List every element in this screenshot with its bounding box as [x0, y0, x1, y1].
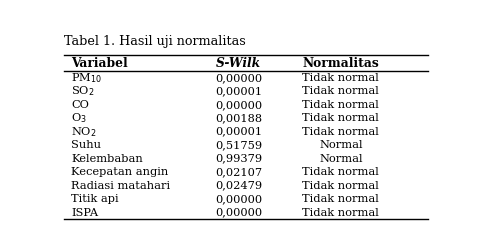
Text: 0,00001: 0,00001	[215, 127, 262, 137]
Text: O$_{3}$: O$_{3}$	[71, 111, 87, 125]
Text: Kelembaban: Kelembaban	[71, 154, 143, 164]
Text: Normal: Normal	[319, 140, 362, 150]
Text: Tidak normal: Tidak normal	[302, 127, 379, 137]
Text: 0,00188: 0,00188	[215, 113, 262, 123]
Text: Tabel 1. Hasil uji normalitas: Tabel 1. Hasil uji normalitas	[64, 35, 245, 48]
Text: 0,00000: 0,00000	[215, 73, 262, 83]
Text: Normal: Normal	[319, 154, 362, 164]
Text: Kecepatan angin: Kecepatan angin	[71, 167, 168, 177]
Text: Tidak normal: Tidak normal	[302, 73, 379, 83]
Text: Tidak normal: Tidak normal	[302, 181, 379, 191]
Text: Tidak normal: Tidak normal	[302, 86, 379, 96]
Text: Tidak normal: Tidak normal	[302, 113, 379, 123]
Text: 0,00000: 0,00000	[215, 194, 262, 204]
Text: 0,00001: 0,00001	[215, 86, 262, 96]
Text: Titik api: Titik api	[71, 194, 119, 204]
Text: 0,02479: 0,02479	[215, 181, 262, 191]
Text: Suhu: Suhu	[71, 140, 101, 150]
Text: Tidak normal: Tidak normal	[302, 167, 379, 177]
Text: 0,99379: 0,99379	[215, 154, 262, 164]
Text: ISPA: ISPA	[71, 208, 98, 218]
Text: Tidak normal: Tidak normal	[302, 194, 379, 204]
Text: 0,02107: 0,02107	[215, 167, 262, 177]
Text: Tidak normal: Tidak normal	[302, 100, 379, 110]
Text: Variabel: Variabel	[71, 56, 128, 70]
Text: S-Wilk: S-Wilk	[216, 56, 261, 70]
Text: Normalitas: Normalitas	[302, 56, 379, 70]
Text: 0,00000: 0,00000	[215, 100, 262, 110]
Text: PM$_{10}$: PM$_{10}$	[71, 71, 102, 85]
Text: 0,00000: 0,00000	[215, 208, 262, 218]
Text: Tidak normal: Tidak normal	[302, 208, 379, 218]
Text: Radiasi matahari: Radiasi matahari	[71, 181, 170, 191]
Text: 0,51759: 0,51759	[215, 140, 262, 150]
Text: SO$_{2}$: SO$_{2}$	[71, 84, 95, 98]
Text: CO: CO	[71, 100, 89, 110]
Text: NO$_{2}$: NO$_{2}$	[71, 125, 97, 139]
